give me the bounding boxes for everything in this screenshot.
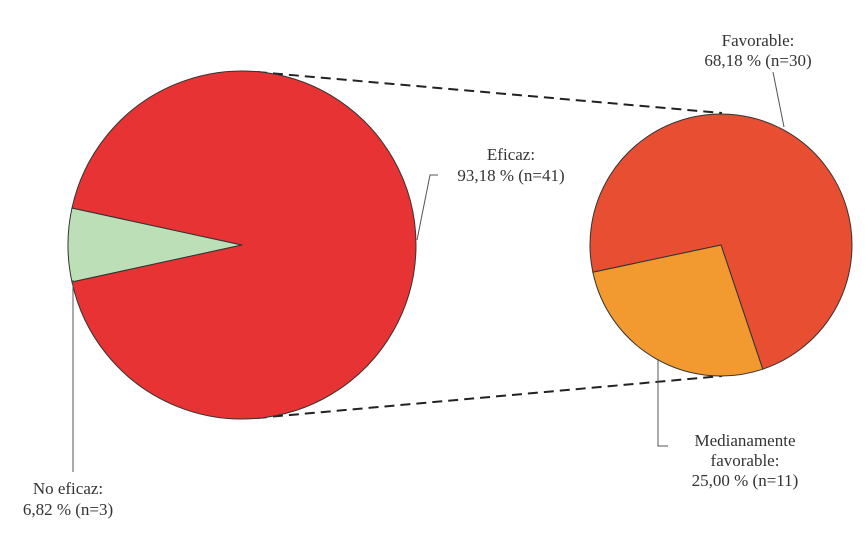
slice-label-no-eficaz: No eficaz: [33,479,103,498]
slice-label-medianamente-line2: favorable: [711,451,780,470]
leader-line-favorable [772,71,785,128]
slice-label-favorable: Favorable: [722,31,795,50]
connector-lines [256,71,723,419]
slice-value-no-eficaz: 6,82 % (n=3) [23,500,113,519]
breakdown-pie-slice-0 [589,113,853,370]
connector-line-top [256,71,723,114]
leader-line-eficaz [416,174,438,241]
label-favorable: Favorable: 68,18 % (n=30) [704,31,812,128]
label-medianamente-favorable: Medianamente favorable: 25,00 % (n=11) [657,360,799,490]
leader-line-medianamente [657,360,668,447]
breakdown-pie [589,113,853,377]
slice-value-medianamente: 25,00 % (n=11) [692,471,799,490]
label-eficaz: Eficaz: 93,18 % (n=41) [416,145,565,241]
slice-label-eficaz: Eficaz: [487,145,535,164]
main-pie [67,70,417,420]
main-pie-slice-1 [71,70,417,420]
label-no-eficaz: No eficaz: 6,82 % (n=3) [23,280,113,519]
slice-label-medianamente-line1: Medianamente [694,431,795,450]
slice-value-favorable: 68,18 % (n=30) [704,51,811,70]
breakdown-pie-slice-1 [592,244,764,377]
connector-line-bottom [256,375,723,419]
slice-value-eficaz: 93,18 % (n=41) [457,166,564,185]
